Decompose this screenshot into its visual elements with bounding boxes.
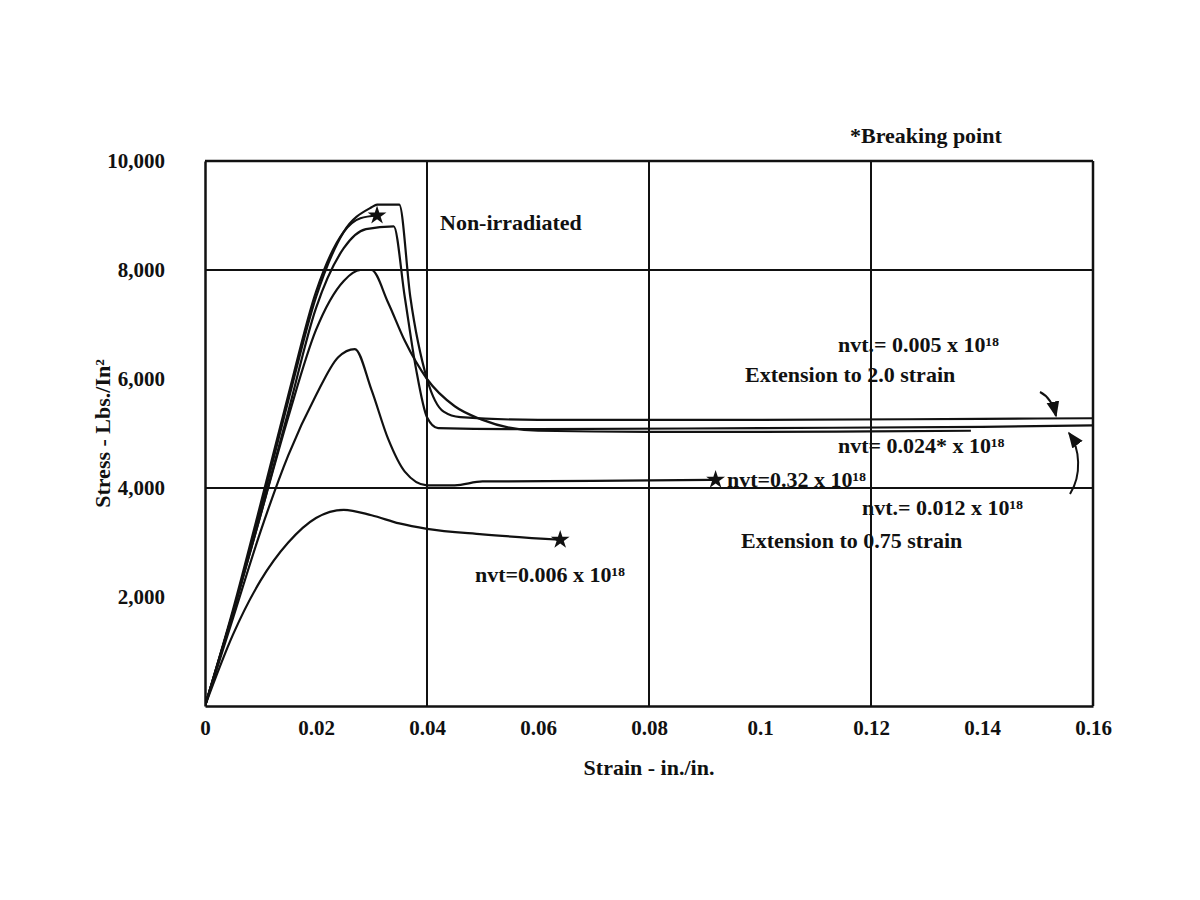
breaking-point: [368, 206, 387, 224]
y-tick: 2,000: [118, 585, 205, 609]
y-tick-label: 6,000: [118, 367, 165, 391]
frame: [1092, 161, 1095, 706]
x-tick: 0.1: [747, 706, 773, 740]
series-label: nvt=0.32 x 10¹⁸: [727, 467, 866, 492]
x-tick: 0.06: [520, 706, 557, 740]
breaking-point: [551, 530, 570, 548]
x-axis-title: Strain - in./in.: [584, 755, 715, 780]
frame: [205, 160, 1093, 163]
y-tick: 10,000: [107, 149, 205, 173]
x-tick: 0.16: [1075, 706, 1112, 740]
series-label: nvt=0.006 x 10¹⁸: [475, 562, 625, 587]
series-label: Non-irradiated: [440, 210, 582, 235]
x-tick: 0.12: [853, 706, 890, 740]
series-label: nvt.= 0.005 x 10¹⁸: [838, 332, 999, 357]
axis-line: [204, 162, 207, 707]
x-tick: 0: [200, 706, 211, 740]
chart: 0 0.02 0.04 0.06 0.08 0.1 0.12 0.14 0.16 2,000 4,0…: [0, 0, 1200, 900]
grid-line: [648, 161, 650, 706]
x-tick-label: 0: [200, 716, 211, 740]
x-tick-label: 0.06: [520, 716, 557, 740]
y-tick-label: 10,000: [107, 149, 165, 173]
annotation: Extension to 0.75 strain: [741, 528, 962, 553]
x-tick-label: 0.02: [298, 716, 335, 740]
series-label: nvt.= 0.012 x 10¹⁸: [862, 495, 1023, 520]
background: [0, 0, 1200, 900]
x-tick-label: 0.04: [409, 716, 446, 740]
x-tick-label: 0.08: [631, 716, 668, 740]
series-line: [205, 205, 1093, 706]
y-tick-label: 2,000: [118, 585, 165, 609]
x-axis: 0 0.02 0.04 0.06 0.08 0.1 0.12 0.14 0.16: [200, 706, 1112, 740]
breaking-point: [706, 470, 725, 488]
arrow: [1069, 433, 1078, 494]
x-tick: 0.04: [409, 706, 446, 740]
x-tick-label: 0.1: [747, 716, 773, 740]
annotation: *Breaking point: [850, 123, 1002, 148]
y-tick: 6,000: [118, 367, 205, 391]
plot-area: [205, 205, 1093, 706]
y-axis: 2,000 4,000 6,000 8,000 10,000: [107, 149, 205, 706]
axis-line: [206, 705, 1094, 708]
grid: [205, 161, 1093, 706]
series-label: nvt= 0.024* x 10¹⁸: [838, 433, 1005, 458]
x-tick-label: 0.14: [964, 716, 1001, 740]
y-tick: 4,000: [118, 476, 205, 500]
x-tick-label: 0.16: [1075, 716, 1112, 740]
grid-line: [426, 161, 428, 706]
x-tick: 0.02: [298, 706, 335, 740]
grid-line: [205, 487, 1093, 489]
arrow: [1040, 392, 1056, 416]
annotation: Extension to 2.0 strain: [745, 362, 955, 387]
x-tick: 0.14: [964, 706, 1001, 740]
series-line: [205, 349, 716, 706]
y-tick-label: 8,000: [118, 258, 165, 282]
y-tick: 8,000: [118, 258, 205, 282]
x-tick-label: 0.12: [853, 716, 890, 740]
x-tick: 0.08: [631, 706, 668, 740]
series-line: [205, 216, 377, 707]
y-axis-title: Stress - Lbs./In²: [90, 359, 115, 508]
series-line: [205, 226, 1093, 706]
series-line: [205, 510, 560, 706]
grid-line: [205, 269, 1093, 271]
y-tick-label: 4,000: [118, 476, 165, 500]
